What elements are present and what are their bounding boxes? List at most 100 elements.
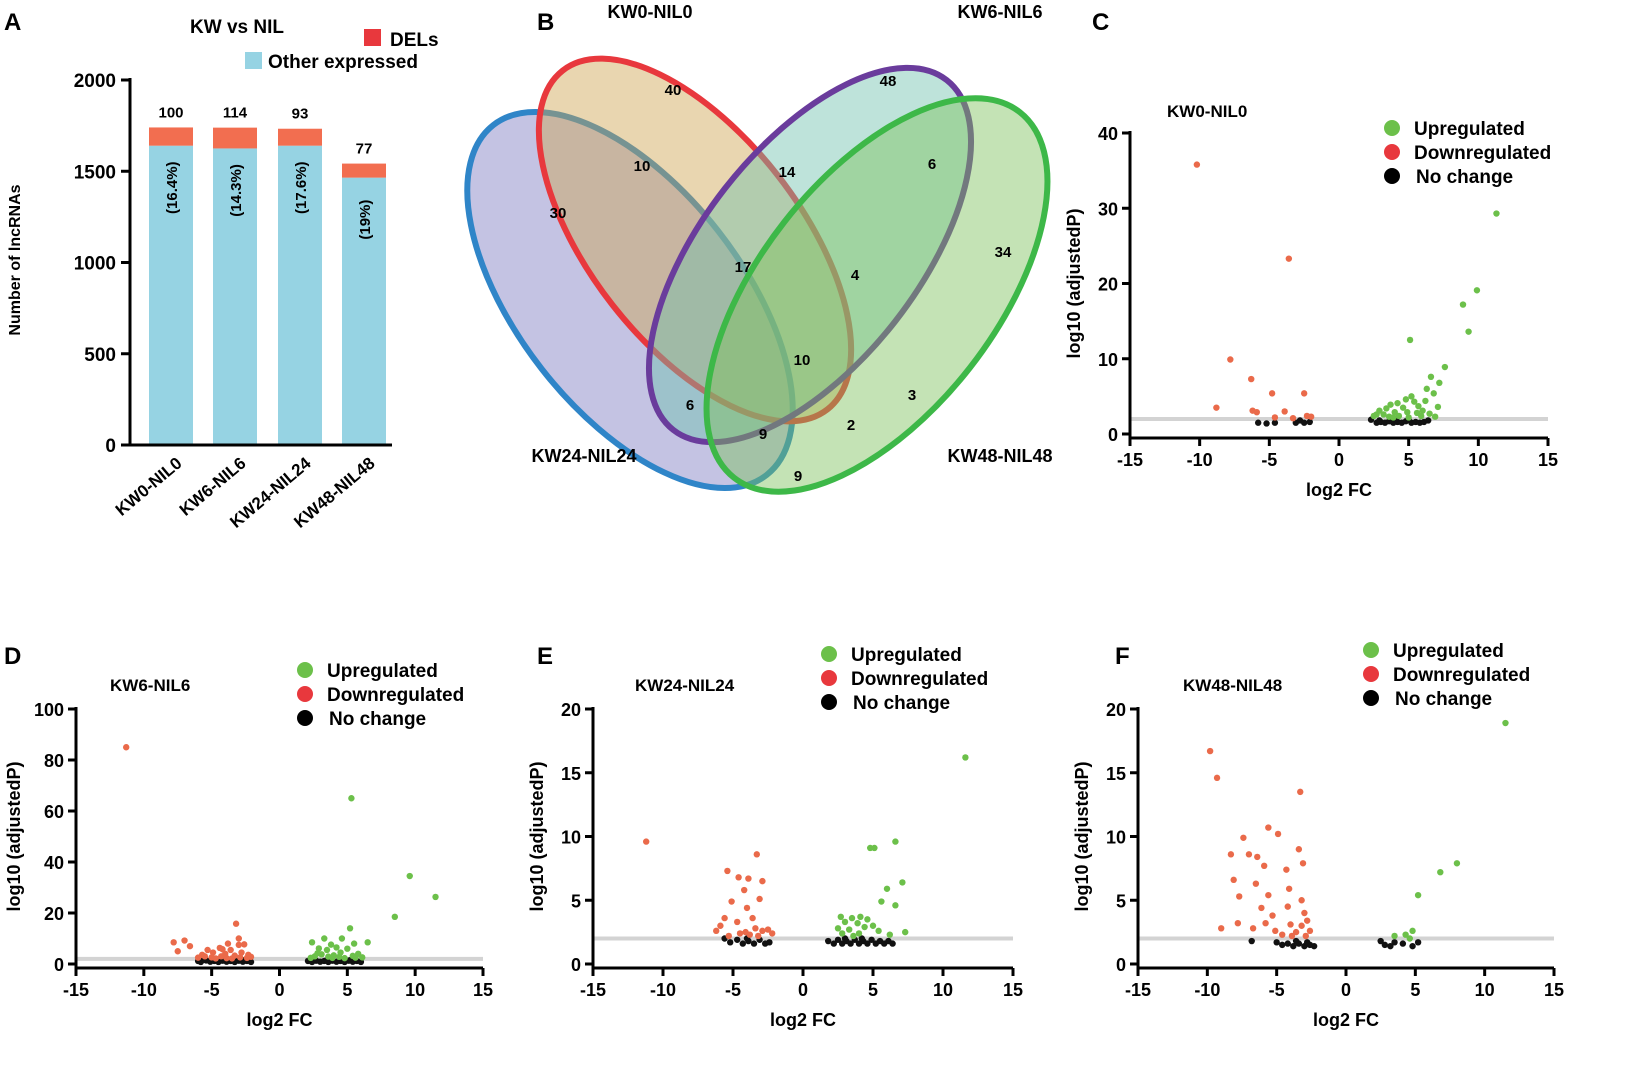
bar-y-tick-label: 0 <box>105 436 116 457</box>
point-upregulated <box>962 754 969 761</box>
point-upregulated <box>1465 328 1472 335</box>
x-tick-label: 15 <box>473 980 493 1000</box>
point-downregulated <box>724 867 731 875</box>
point-downregulated <box>1292 928 1300 936</box>
bar-dels <box>213 127 257 149</box>
point-no-change <box>858 935 865 942</box>
point-no-change <box>734 936 741 943</box>
y-tick-label: 100 <box>34 700 64 720</box>
point-no-change <box>868 936 875 943</box>
point-upregulated <box>1493 210 1500 217</box>
point-downregulated <box>1289 414 1297 422</box>
point-upregulated <box>1408 393 1415 400</box>
bar-chart-panel: KW vs NIL DELs Other expressed Number of… <box>7 17 439 532</box>
point-upregulated <box>883 885 891 892</box>
point-downregulated <box>1193 161 1201 168</box>
y-tick-label: 0 <box>1108 425 1118 445</box>
point-upregulated <box>857 913 864 921</box>
panel-label-b: B <box>537 9 554 36</box>
point-downregulated <box>227 946 234 954</box>
bar-percent-label: (17.6%) <box>293 161 310 214</box>
point-downregulated <box>1284 903 1291 910</box>
point-no-change <box>1414 939 1422 946</box>
point-downregulated <box>1227 356 1234 363</box>
legend-no-change-marker <box>297 710 313 726</box>
y-axis-label: log10 (adjustedP) <box>527 761 547 911</box>
point-downregulated <box>755 932 762 940</box>
point-upregulated <box>1383 405 1390 412</box>
plot-subtitle: KW6-NIL6 <box>110 676 190 695</box>
x-tick-label: -15 <box>1125 980 1151 1000</box>
point-downregulated <box>1262 920 1269 927</box>
x-axis-label: log2 FC <box>247 1010 313 1030</box>
point-upregulated <box>886 931 893 938</box>
venn-label-kw6-nil6: KW6-NIL6 <box>958 2 1043 22</box>
legend-no-change-label: No change <box>329 709 426 730</box>
bar-dels <box>149 127 193 146</box>
legend-dels-label: DELs <box>390 30 439 51</box>
point-downregulated <box>1279 931 1286 938</box>
venn-region-count: 17 <box>735 259 752 276</box>
point-upregulated <box>350 940 358 947</box>
point-upregulated <box>846 926 853 933</box>
point-no-change <box>1279 941 1286 949</box>
legend-no-change-marker <box>1384 168 1400 184</box>
x-tick-label: 0 <box>798 980 808 1000</box>
point-upregulated <box>315 945 323 952</box>
point-downregulated <box>1236 893 1243 900</box>
point-no-change <box>1292 937 1300 945</box>
venn-set-kw0-nil0 <box>535 55 855 425</box>
venn-region-count: 40 <box>665 82 682 99</box>
point-downregulated <box>1265 891 1272 899</box>
point-upregulated <box>837 913 844 921</box>
venn-region-count: 48 <box>880 73 897 90</box>
point-downregulated <box>728 898 735 905</box>
point-upregulated <box>1418 412 1425 420</box>
point-upregulated <box>333 944 340 951</box>
point-downregulated <box>1283 866 1290 873</box>
point-downregulated <box>1299 860 1307 867</box>
point-no-change <box>1271 419 1279 426</box>
point-no-change <box>1290 942 1297 950</box>
bar-y-tick-label: 500 <box>84 345 116 366</box>
venn-region-count: 30 <box>550 205 567 222</box>
point-upregulated <box>1394 399 1401 407</box>
point-upregulated <box>902 928 909 936</box>
point-downregulated <box>170 939 177 946</box>
point-downregulated <box>743 904 751 912</box>
point-downregulated <box>1281 408 1288 415</box>
point-no-change <box>1377 937 1384 945</box>
bar-top-label: 100 <box>158 104 183 121</box>
x-axis-label: log2 FC <box>1313 1010 1379 1030</box>
x-tick-label: -10 <box>1194 980 1220 1000</box>
point-upregulated <box>318 951 325 958</box>
y-tick-label: 20 <box>1098 275 1118 295</box>
legend-upregulated-label: Upregulated <box>327 661 438 682</box>
point-upregulated <box>1434 403 1442 411</box>
bar-other-expressed <box>213 148 257 445</box>
legend-downregulated-label: Downregulated <box>1414 143 1551 164</box>
legend-no-change-label: No change <box>1395 689 1492 710</box>
point-no-change <box>1273 939 1280 946</box>
y-tick-label: 20 <box>561 700 581 720</box>
x-tick-label: -10 <box>1187 450 1213 470</box>
point-downregulated <box>1234 920 1242 927</box>
point-upregulated <box>323 946 331 954</box>
point-downregulated <box>1285 255 1293 262</box>
point-downregulated <box>236 954 244 961</box>
y-tick-label: 10 <box>1098 350 1118 370</box>
x-tick-label: 5 <box>342 980 352 1000</box>
x-tick-label: -5 <box>1269 980 1285 1000</box>
point-upregulated <box>1422 397 1429 405</box>
x-tick-label: -5 <box>725 980 741 1000</box>
point-no-change <box>847 940 854 947</box>
point-no-change <box>825 937 832 945</box>
point-downregulated <box>247 953 255 961</box>
point-downregulated <box>1269 912 1276 919</box>
point-downregulated <box>736 930 744 937</box>
x-tick-label: 5 <box>1410 980 1420 1000</box>
y-tick-label: 30 <box>1098 199 1118 219</box>
point-upregulated <box>1390 414 1397 421</box>
legend-no-change-marker <box>1363 690 1379 706</box>
y-tick-label: 20 <box>1106 700 1126 720</box>
